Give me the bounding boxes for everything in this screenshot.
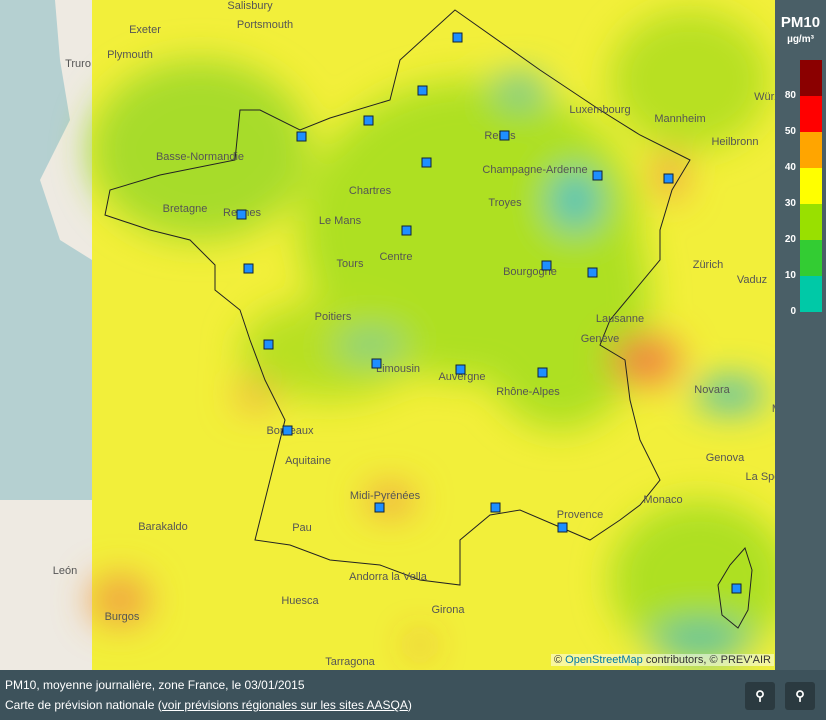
place-label: Centre (379, 251, 412, 263)
place-label: Poitiers (315, 311, 352, 323)
place-label: Vaduz (737, 274, 767, 286)
station-marker[interactable] (557, 522, 568, 533)
place-label: Pau (292, 522, 312, 534)
station-marker[interactable] (371, 358, 382, 369)
place-label: Le Mans (319, 215, 362, 227)
station-marker[interactable] (374, 502, 385, 513)
footer-prefix: Carte de prévision nationale ( (5, 698, 162, 712)
place-label: Portsmouth (237, 19, 293, 31)
legend-tick-label: 0 (790, 306, 796, 317)
legend-tick-label: 20 (784, 234, 796, 245)
legend-color (800, 96, 822, 132)
corsica-border (717, 547, 753, 629)
legend-tick-label: 40 (784, 162, 796, 173)
station-marker[interactable] (452, 32, 463, 43)
station-marker[interactable] (296, 131, 307, 142)
station-marker[interactable] (401, 225, 412, 236)
osm-link[interactable]: OpenStreetMap (565, 654, 643, 666)
aasqa-link[interactable]: voir prévisions régionales sur les sites… (161, 698, 408, 712)
place-label: León (53, 565, 77, 577)
place-label: Plymouth (107, 49, 153, 61)
place-label: Salisbury (227, 0, 273, 12)
attribution-text: contributors, © PREV'AIR (645, 654, 771, 666)
legend-color (800, 240, 822, 276)
place-label: Champagne-Ardenne (482, 164, 587, 176)
place-label: Auvergne (438, 371, 485, 383)
place-label: Basse-Normandie (156, 151, 244, 163)
place-label: Genova (706, 452, 745, 464)
place-label: Midi-Pyrénées (350, 490, 421, 502)
zoom-in-button[interactable]: ⚲ (785, 682, 815, 710)
place-label: Exeter (129, 24, 161, 36)
station-marker[interactable] (263, 339, 274, 350)
place-label: Heilbronn (711, 136, 758, 148)
station-marker[interactable] (490, 502, 501, 513)
place-label: Burgos (105, 611, 140, 623)
place-label: Girona (431, 604, 465, 616)
place-label: Lausanne (596, 313, 644, 325)
station-marker[interactable] (282, 425, 293, 436)
land (0, 500, 92, 670)
station-marker[interactable] (499, 130, 510, 141)
place-label: Limousin (376, 363, 420, 375)
station-marker[interactable] (236, 209, 247, 220)
legend-tick-label: 50 (784, 126, 796, 137)
legend: PM10 µg/m³ 80 50 40 30 20 10 0 (775, 0, 826, 670)
france-border (104, 9, 691, 586)
land (40, 0, 92, 260)
place-label: Würzburg (754, 91, 775, 103)
map: Salisbury Exeter Portsmouth Plymouth Truro Lu… (0, 0, 815, 691)
legend-title: PM10 (780, 14, 821, 31)
place-label: Provence (557, 509, 603, 521)
legend-tick-label: 80 (784, 90, 796, 101)
station-marker[interactable] (421, 157, 432, 168)
footer: PM10, moyenne journalière, zone France, … (0, 670, 826, 720)
station-marker[interactable] (417, 85, 428, 96)
place-label: Zürich (693, 259, 724, 271)
place-label: Genève (581, 333, 620, 345)
place-label: Luxembourg (569, 104, 630, 116)
legend-color (800, 60, 822, 96)
place-label: Bretagne (163, 203, 208, 215)
station-marker[interactable] (541, 260, 552, 271)
station-marker[interactable] (731, 583, 742, 594)
zoom-out-button[interactable]: ⚲ (745, 682, 775, 710)
legend-color (800, 276, 822, 312)
place-label: Novara (694, 384, 730, 396)
place-label: Troyes (488, 197, 522, 209)
legend-tick-label: 10 (784, 270, 796, 281)
place-label: Tarragona (325, 656, 375, 668)
place-label: Monaco (643, 494, 682, 506)
footer-suffix: ) (407, 698, 412, 712)
place-label: Tours (337, 258, 364, 270)
legend-color (800, 132, 822, 168)
legend-tick-label: 30 (784, 198, 796, 209)
overlay-blobs (90, 10, 790, 660)
station-marker[interactable] (587, 267, 598, 278)
place-label: Chartres (349, 185, 392, 197)
legend-color (800, 168, 822, 204)
station-marker[interactable] (537, 367, 548, 378)
attribution-symbol: © (553, 654, 563, 666)
station-marker[interactable] (363, 115, 374, 126)
legend-color (800, 204, 822, 240)
footer-caption: PM10, moyenne journalière, zone France, … (5, 678, 305, 692)
station-marker[interactable] (663, 173, 674, 184)
place-label: La Spezia (746, 471, 775, 483)
place-label: Aquitaine (285, 455, 331, 467)
place-label: Huesca (281, 595, 319, 607)
station-marker[interactable] (243, 263, 254, 274)
footer-line: Carte de prévision nationale (voir prévi… (5, 698, 412, 712)
legend-unit: µg/m³ (787, 34, 814, 45)
place-label: Barakaldo (138, 521, 188, 533)
place-label: Rhône-Alpes (496, 386, 560, 398)
place-label: Andorra la Vella (349, 571, 428, 583)
place-label: Truro (65, 58, 91, 70)
place-label: Mannheim (654, 113, 705, 125)
attribution: © OpenStreetMap contributors, © PREV'AIR (550, 654, 774, 666)
station-marker[interactable] (592, 170, 603, 181)
station-marker[interactable] (455, 364, 466, 375)
